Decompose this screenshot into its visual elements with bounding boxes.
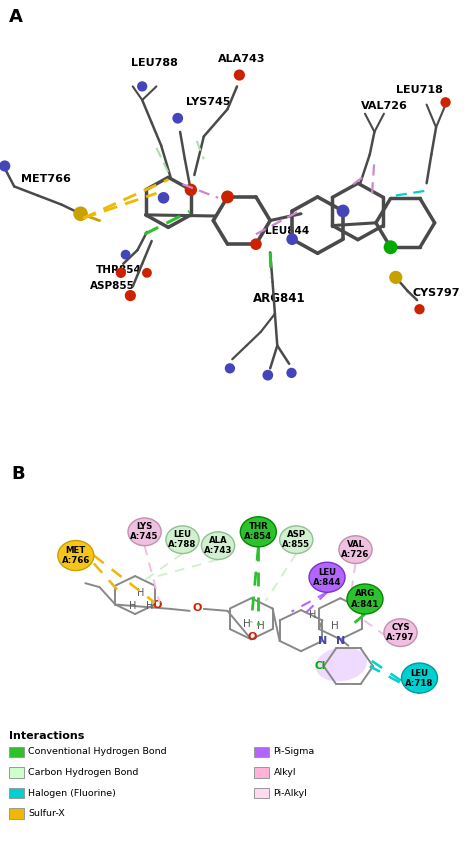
Text: LEU
A:844: LEU A:844 — [313, 568, 341, 586]
Circle shape — [401, 663, 438, 693]
Text: Pi-Sigma: Pi-Sigma — [273, 747, 315, 756]
Text: THR854: THR854 — [96, 265, 142, 275]
Text: Pi-Alkyl: Pi-Alkyl — [273, 789, 307, 797]
Point — [160, 191, 167, 205]
Point — [138, 80, 146, 94]
Point — [392, 270, 400, 284]
Text: LEU788: LEU788 — [131, 58, 177, 68]
Text: Sulfur-X: Sulfur-X — [28, 809, 65, 819]
Point — [252, 237, 260, 251]
Text: Alkyl: Alkyl — [273, 768, 296, 777]
Point — [288, 232, 296, 246]
Text: N: N — [336, 636, 345, 645]
Text: ARG
A:841: ARG A:841 — [351, 590, 379, 609]
Point — [187, 183, 195, 196]
Text: Conventional Hydrogen Bond: Conventional Hydrogen Bond — [28, 747, 167, 756]
Text: VAL726: VAL726 — [361, 101, 407, 111]
Point — [1, 159, 9, 173]
Text: Cl: Cl — [314, 661, 326, 672]
Text: H: H — [309, 609, 317, 620]
Text: A: A — [9, 8, 22, 26]
Circle shape — [309, 562, 345, 592]
Text: O: O — [192, 604, 201, 613]
Circle shape — [384, 619, 417, 647]
Text: Halogen (Fluorine): Halogen (Fluorine) — [28, 789, 116, 797]
Text: ASP
A:855: ASP A:855 — [282, 530, 310, 549]
FancyBboxPatch shape — [9, 768, 24, 778]
Text: H: H — [331, 620, 339, 631]
Circle shape — [58, 541, 94, 570]
Circle shape — [166, 526, 199, 553]
Point — [236, 68, 243, 82]
Circle shape — [240, 517, 276, 547]
FancyBboxPatch shape — [254, 788, 269, 798]
FancyBboxPatch shape — [254, 768, 269, 778]
Text: LYS
A:745: LYS A:745 — [130, 522, 159, 541]
Ellipse shape — [316, 647, 367, 682]
Text: LEU844: LEU844 — [264, 226, 309, 236]
Point — [143, 266, 151, 280]
Point — [264, 368, 272, 382]
Point — [416, 303, 423, 316]
Text: CYS797: CYS797 — [412, 287, 460, 298]
Point — [77, 207, 84, 220]
Text: ALA743: ALA743 — [218, 54, 265, 64]
Text: VAL
A:726: VAL A:726 — [341, 540, 370, 559]
Text: Carbon Hydrogen Bond: Carbon Hydrogen Bond — [28, 768, 139, 777]
Point — [117, 266, 125, 280]
Point — [174, 111, 182, 125]
Point — [442, 95, 449, 109]
Point — [226, 361, 234, 375]
Point — [339, 204, 347, 218]
Text: MET
A:766: MET A:766 — [62, 546, 90, 565]
Circle shape — [280, 526, 313, 553]
Text: THR
A:854: THR A:854 — [244, 522, 273, 541]
Point — [127, 289, 134, 303]
FancyBboxPatch shape — [254, 747, 269, 757]
Text: H: H — [137, 588, 145, 598]
Text: ARG841: ARG841 — [253, 292, 306, 305]
Text: ALA
A:743: ALA A:743 — [204, 536, 232, 555]
Text: B: B — [12, 465, 26, 483]
Circle shape — [339, 536, 372, 564]
Point — [288, 366, 295, 380]
Text: O: O — [248, 632, 257, 642]
Text: CYS
A:797: CYS A:797 — [386, 623, 415, 642]
Circle shape — [128, 518, 161, 546]
Point — [122, 248, 129, 262]
Text: ASP855: ASP855 — [90, 280, 135, 291]
FancyBboxPatch shape — [9, 747, 24, 757]
Text: O: O — [153, 599, 162, 609]
Text: H: H — [129, 601, 137, 611]
Text: H: H — [257, 621, 264, 632]
Point — [224, 190, 231, 204]
Text: H: H — [146, 601, 153, 611]
Text: LYS745: LYS745 — [186, 97, 231, 106]
FancyBboxPatch shape — [9, 808, 24, 819]
Text: LEU
A:718: LEU A:718 — [405, 669, 434, 688]
FancyBboxPatch shape — [9, 788, 24, 798]
Text: N: N — [318, 636, 327, 646]
Point — [387, 241, 394, 254]
Text: H: H — [243, 619, 250, 628]
Text: LEU
A:788: LEU A:788 — [168, 530, 197, 549]
Text: Interactions: Interactions — [9, 731, 84, 741]
Text: LEU718: LEU718 — [396, 85, 443, 95]
Circle shape — [347, 584, 383, 614]
Circle shape — [201, 532, 235, 559]
Text: MET766: MET766 — [21, 174, 71, 184]
